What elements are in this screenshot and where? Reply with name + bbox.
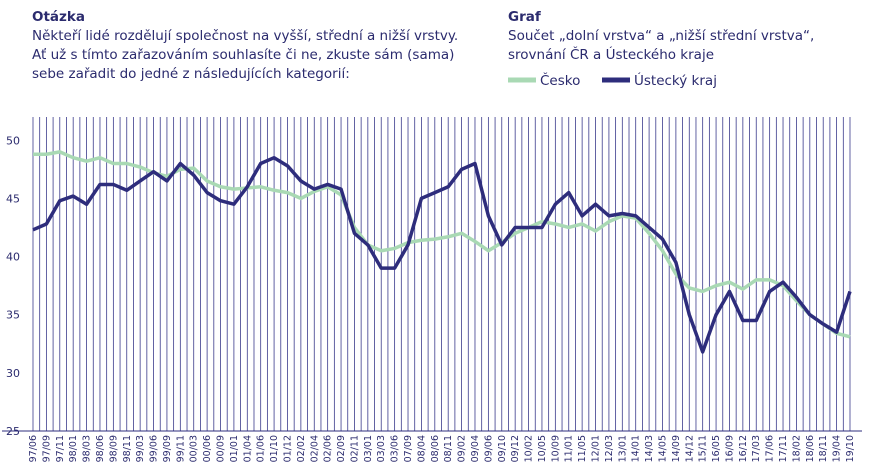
- x-tick-label: 12/01: [591, 435, 602, 462]
- x-tick-label: 01/04: [242, 435, 253, 462]
- x-tick-label: 11/05: [577, 435, 588, 462]
- series-line: [33, 150, 851, 339]
- question-line: Ať už s tímto zařazováním souhlasíte či …: [32, 47, 455, 63]
- x-tick-label: 07/09: [403, 435, 414, 462]
- x-tick-label: 03/01: [363, 435, 374, 462]
- x-tick-label: 18/11: [818, 435, 829, 462]
- y-tick-label: 30: [6, 367, 20, 380]
- x-tick-label: 02/11: [349, 435, 360, 462]
- x-tick-label: 10/02: [524, 435, 535, 462]
- x-tick-label: 19/10: [845, 435, 856, 462]
- x-tick-label: 98/09: [108, 435, 119, 462]
- x-tick-label: 98/03: [82, 435, 93, 462]
- x-tick-label: 18/02: [791, 435, 802, 462]
- legend-label: Česko: [540, 71, 580, 89]
- x-tick-label: 19/04: [832, 435, 843, 462]
- x-tick-label: 97/06: [28, 435, 39, 462]
- x-tick-label: 15/11: [698, 435, 709, 462]
- x-tick-label: 99/06: [149, 435, 160, 462]
- x-tick-label: 02/04: [309, 435, 320, 462]
- x-tick-label: 01/06: [256, 435, 267, 462]
- x-tick-label: 17/06: [765, 435, 776, 462]
- x-tick-label: 09/10: [497, 435, 508, 462]
- series-line: [32, 155, 852, 354]
- x-tick-label: 14/12: [684, 435, 695, 462]
- x-tick-label: 02/06: [323, 435, 334, 462]
- x-tick-label: 00/03: [189, 435, 200, 462]
- x-tick-label: 08/06: [430, 435, 441, 462]
- x-tick-label: 01/10: [269, 435, 280, 462]
- question-line: sebe zařadit do jedné z následujících ka…: [32, 66, 350, 82]
- x-tick-label: 14/03: [644, 435, 655, 462]
- x-tick-label: 12/03: [604, 435, 615, 462]
- chart-subtitle: srovnání ČR a Ústeckého kraje: [508, 47, 715, 63]
- chart-subtitle: Součet „dolní vrstva“ a „nižší střední v…: [508, 28, 815, 44]
- x-tick-label: 16/05: [711, 435, 722, 462]
- x-tick-label: 09/12: [510, 435, 521, 462]
- x-tick-label: 10/09: [550, 435, 561, 462]
- graph-block: Graf Součet „dolní vrstva“ a „nižší stře…: [508, 8, 814, 65]
- x-tick-label: 18/06: [805, 435, 816, 462]
- x-tick-label: 14/05: [657, 435, 668, 462]
- x-tick-label: 99/11: [175, 435, 186, 462]
- x-tick-label: 11/01: [564, 435, 575, 462]
- x-tick-label: 02/02: [296, 435, 307, 462]
- x-tick-label: 99/03: [135, 435, 146, 462]
- y-tick-label: 35: [6, 309, 20, 322]
- x-tick-label: 98/06: [95, 435, 106, 462]
- x-tick-label: 99/09: [162, 435, 173, 462]
- x-tick-label: 98/01: [68, 435, 79, 462]
- x-tick-label: 97/11: [55, 435, 66, 462]
- x-tick-label: 17/11: [778, 435, 789, 462]
- x-tick-label: 17/03: [751, 435, 762, 462]
- x-tick-label: 14/09: [671, 435, 682, 462]
- x-tick-label: 03/06: [390, 435, 401, 462]
- x-tick-label: 10/05: [537, 435, 548, 462]
- x-tick-label: 09/06: [483, 435, 494, 462]
- question-heading: Otázka: [32, 9, 85, 25]
- y-tick-label: 40: [6, 251, 20, 264]
- x-tick-label: 16/12: [738, 435, 749, 462]
- y-tick-label: 45: [6, 192, 20, 205]
- chart-title: Graf: [508, 9, 541, 25]
- x-tick-label: 00/06: [202, 435, 213, 462]
- x-tick-label: 98/11: [122, 435, 133, 462]
- x-tick-label: 01/12: [282, 435, 293, 462]
- x-tick-label: 09/02: [457, 435, 468, 462]
- x-tick-label: 13/01: [617, 435, 628, 462]
- question-block: Otázka Někteří lidé rozdělují společnost…: [32, 8, 458, 84]
- x-tick-label: 08/04: [416, 435, 427, 462]
- y-tick-label: 50: [6, 134, 20, 147]
- x-tick-label: 97/09: [41, 435, 52, 462]
- x-tick-label: 16/09: [724, 435, 735, 462]
- x-tick-label: 09/04: [470, 435, 481, 462]
- x-tick-label: 14/01: [631, 435, 642, 462]
- x-tick-label: 01/01: [229, 435, 240, 462]
- x-tick-label: 03/03: [376, 435, 387, 462]
- question-line: Někteří lidé rozdělují společnost na vyš…: [32, 28, 459, 44]
- legend-label: Ústecký kraj: [634, 71, 717, 89]
- x-tick-label: 00/09: [216, 435, 227, 462]
- x-tick-label: 02/09: [336, 435, 347, 462]
- x-tick-label: 08/11: [443, 435, 454, 462]
